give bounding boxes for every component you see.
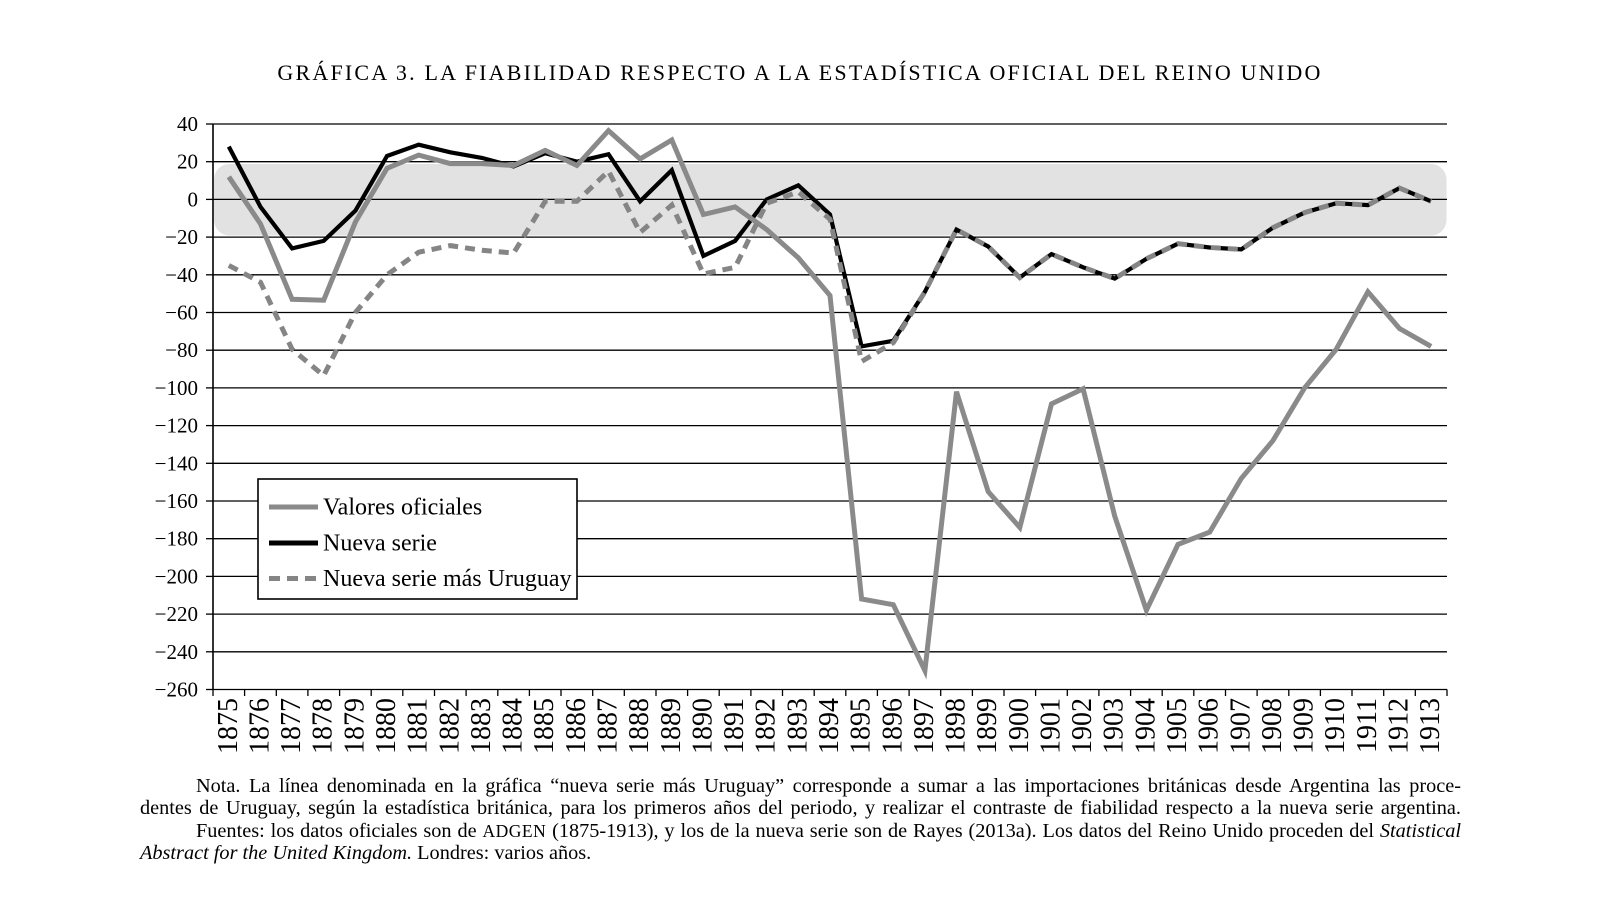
svg-text:−180: −180 — [155, 527, 198, 551]
svg-text:1906: 1906 — [1194, 698, 1225, 754]
svg-text:1911: 1911 — [1352, 698, 1383, 753]
svg-text:1901: 1901 — [1036, 698, 1067, 754]
svg-text:−20: −20 — [165, 225, 198, 249]
svg-text:−140: −140 — [155, 451, 198, 475]
svg-text:1881: 1881 — [403, 698, 434, 754]
svg-text:−80: −80 — [165, 338, 198, 362]
svg-text:1879: 1879 — [339, 698, 370, 754]
svg-text:1899: 1899 — [972, 698, 1003, 754]
svg-text:1895: 1895 — [846, 698, 877, 754]
svg-text:−260: −260 — [155, 678, 198, 702]
svg-text:1877: 1877 — [276, 698, 307, 754]
svg-text:1890: 1890 — [687, 698, 718, 754]
svg-text:1880: 1880 — [371, 698, 402, 754]
svg-text:−40: −40 — [165, 263, 198, 287]
svg-text:Nueva serie: Nueva serie — [323, 531, 437, 557]
svg-text:0: 0 — [188, 187, 199, 211]
svg-text:1888: 1888 — [624, 698, 655, 754]
svg-text:1908: 1908 — [1257, 698, 1288, 754]
svg-text:−220: −220 — [155, 602, 198, 626]
svg-text:1898: 1898 — [941, 698, 972, 754]
svg-text:1886: 1886 — [561, 698, 592, 754]
svg-text:1878: 1878 — [308, 698, 339, 754]
svg-text:−200: −200 — [155, 564, 198, 588]
svg-text:1883: 1883 — [466, 698, 497, 754]
svg-text:40: 40 — [177, 112, 198, 136]
svg-text:1876: 1876 — [245, 698, 276, 754]
svg-text:1909: 1909 — [1289, 698, 1320, 754]
svg-text:1912: 1912 — [1384, 698, 1415, 754]
svg-text:1900: 1900 — [1004, 698, 1035, 754]
svg-text:1905: 1905 — [1162, 698, 1193, 754]
svg-text:1875: 1875 — [213, 698, 244, 754]
svg-text:1897: 1897 — [909, 698, 940, 754]
svg-text:20: 20 — [177, 150, 198, 174]
svg-text:1892: 1892 — [751, 698, 782, 754]
svg-text:−120: −120 — [155, 414, 198, 438]
svg-text:−60: −60 — [165, 301, 198, 325]
svg-text:−100: −100 — [155, 376, 198, 400]
svg-text:1891: 1891 — [719, 698, 750, 754]
svg-text:−240: −240 — [155, 640, 198, 664]
svg-text:1889: 1889 — [656, 698, 687, 754]
svg-text:1882: 1882 — [434, 698, 465, 754]
svg-text:1884: 1884 — [498, 698, 529, 754]
svg-text:1904: 1904 — [1130, 698, 1161, 754]
svg-text:1903: 1903 — [1099, 698, 1130, 754]
svg-text:1910: 1910 — [1320, 698, 1351, 754]
svg-text:1913: 1913 — [1415, 698, 1446, 754]
svg-text:Nueva serie más Uruguay: Nueva serie más Uruguay — [323, 566, 572, 592]
svg-text:1907: 1907 — [1225, 698, 1256, 754]
svg-text:Valores oficiales: Valores oficiales — [323, 495, 482, 521]
svg-text:1896: 1896 — [877, 698, 908, 754]
svg-text:1885: 1885 — [529, 698, 560, 754]
svg-text:1902: 1902 — [1067, 698, 1098, 754]
svg-text:−160: −160 — [155, 489, 198, 513]
svg-text:1887: 1887 — [593, 698, 624, 754]
svg-text:1894: 1894 — [814, 698, 845, 754]
svg-text:1893: 1893 — [782, 698, 813, 754]
